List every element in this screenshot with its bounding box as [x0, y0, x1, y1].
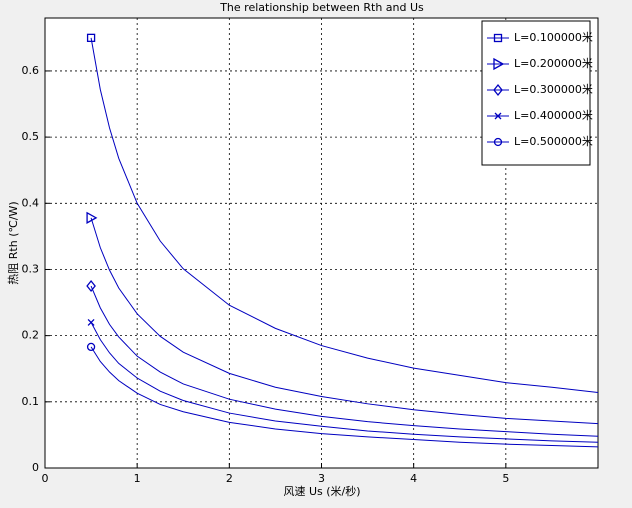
legend-marker: [493, 83, 503, 97]
x-axis-label: 风速 Us (米/秒): [283, 484, 360, 498]
legend-label: L=0.100000米: [514, 31, 593, 44]
marker: [86, 33, 96, 43]
marker: [86, 342, 96, 352]
data-line: [90, 346, 599, 448]
y-tick-label: 0.4: [22, 196, 40, 209]
legend-marker: [493, 137, 503, 147]
legend-label: L=0.300000米: [514, 83, 593, 96]
y-tick-label: 0.5: [22, 130, 40, 143]
x-tick-label: 1: [134, 472, 141, 485]
chart-title: The relationship between Rth and Us: [219, 1, 424, 14]
data-line: [90, 37, 599, 394]
legend-marker: [493, 33, 503, 43]
marker: [86, 279, 96, 293]
y-axis-label: 热阻 Rth (℃/W): [7, 201, 20, 284]
data-line: [90, 285, 599, 437]
y-tick-label: 0: [32, 461, 39, 474]
x-tick-label: 5: [502, 472, 509, 485]
x-tick-label: 3: [318, 472, 325, 485]
legend-label: L=0.400000米: [514, 109, 593, 122]
marker: [87, 318, 95, 326]
legend-marker: [494, 112, 502, 120]
data-line: [90, 217, 599, 425]
y-tick-label: 0.2: [22, 329, 40, 342]
x-tick-label: 2: [226, 472, 233, 485]
legend-label: L=0.500000米: [514, 135, 593, 148]
data-line: [90, 322, 599, 443]
y-tick-label: 0.3: [22, 262, 40, 275]
marker: [86, 211, 98, 224]
legend-marker: [493, 57, 505, 71]
y-tick-label: 0.1: [22, 395, 40, 408]
legend-label: L=0.200000米: [514, 57, 593, 70]
x-tick-label: 4: [410, 472, 417, 485]
y-tick-label: 0.6: [22, 64, 40, 77]
x-tick-label: 0: [42, 472, 49, 485]
